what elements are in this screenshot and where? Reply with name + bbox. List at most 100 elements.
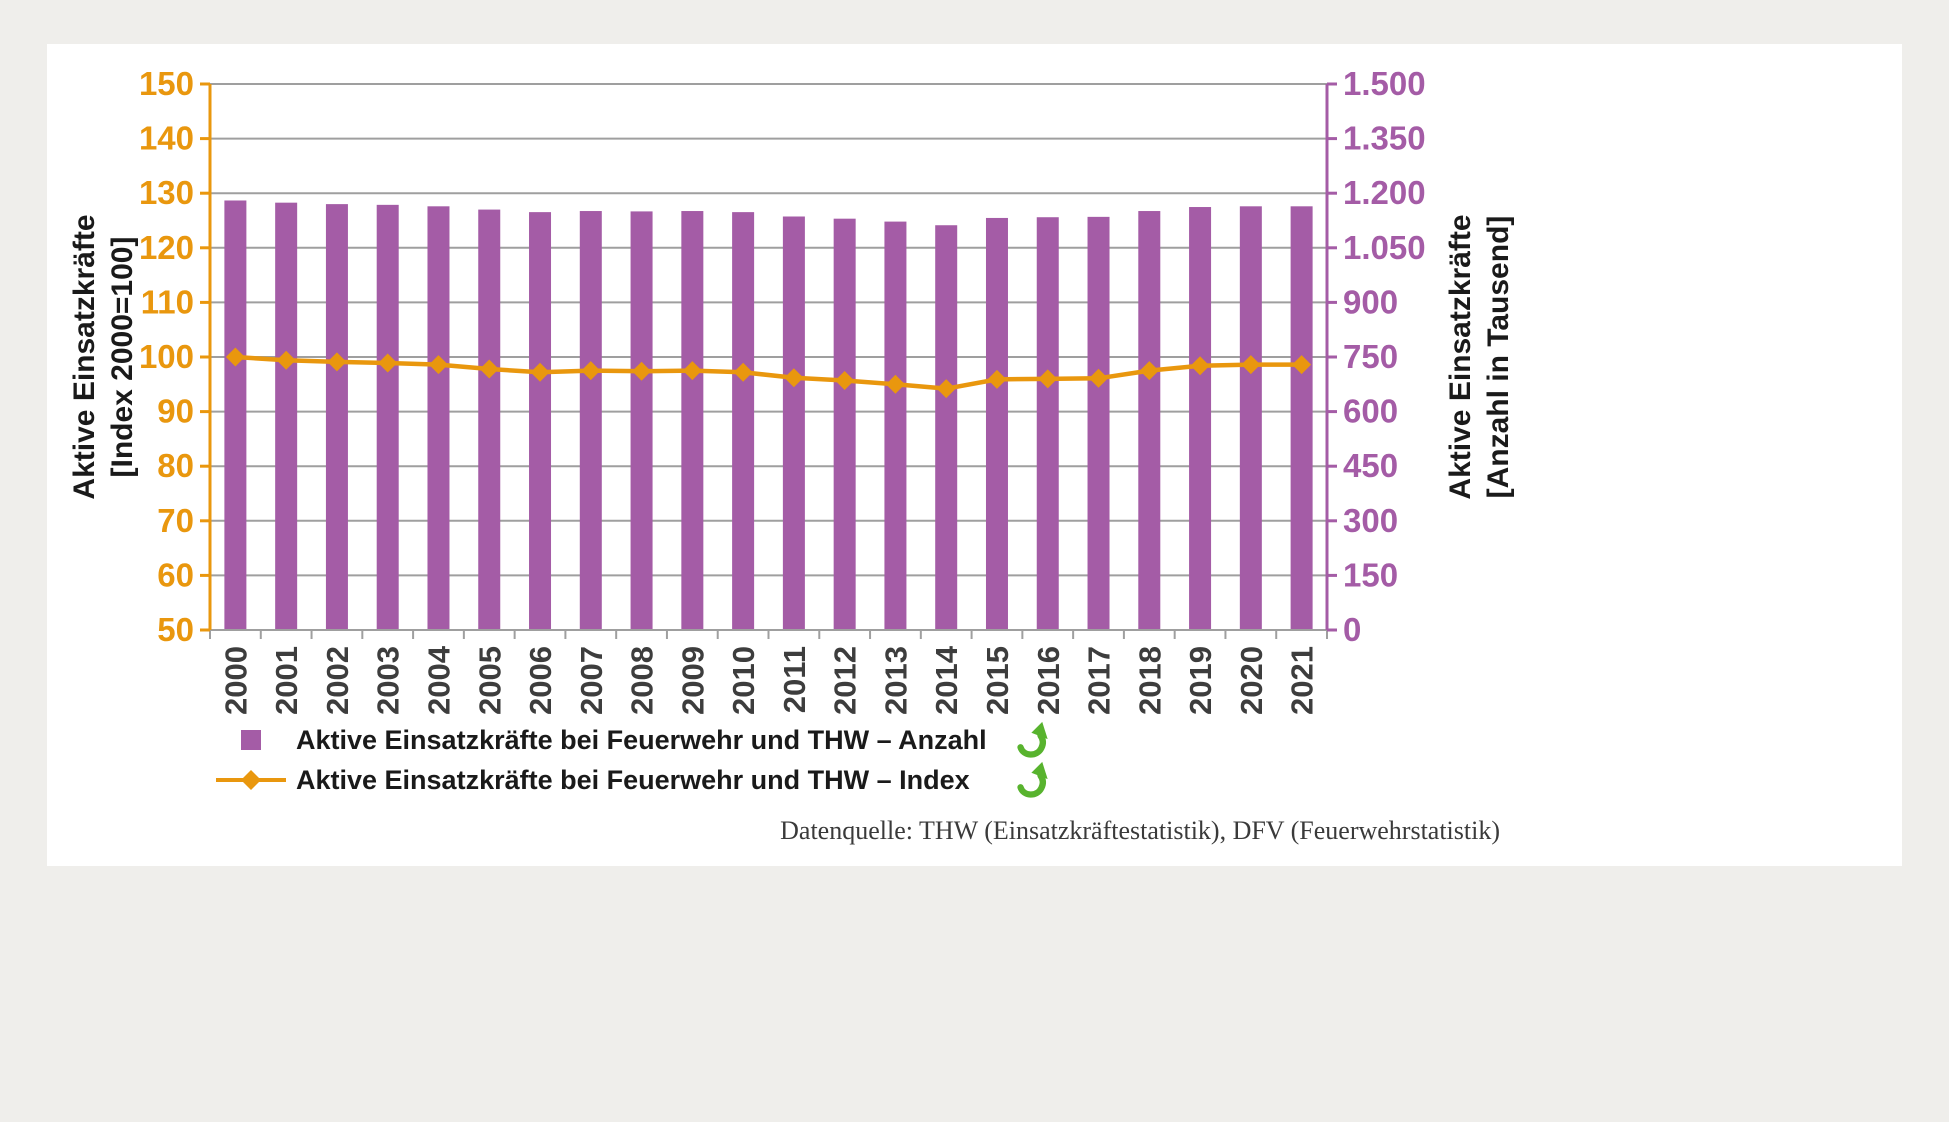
index-marker-2017: [1089, 368, 1109, 388]
right-tick-label-1500: 1.500: [1343, 65, 1426, 102]
left-tick-label-120: 120: [139, 229, 194, 266]
bar-2006: [529, 212, 552, 631]
right-tick-label-1350: 1.350: [1343, 120, 1426, 157]
left-tick-label-80: 80: [157, 447, 194, 484]
index-marker-2000: [225, 347, 245, 367]
x-label-2012: 2012: [828, 646, 863, 715]
bar-2001: [275, 202, 298, 630]
bar-2003: [376, 204, 399, 630]
right-tick-label-450: 450: [1343, 447, 1398, 484]
bar-2005: [478, 209, 501, 630]
left-tick-label-60: 60: [157, 556, 194, 593]
index-marker-2004: [428, 355, 448, 375]
index-marker-2009: [682, 361, 702, 381]
x-label-2005: 2005: [472, 646, 507, 715]
right-tick-label-0: 0: [1343, 611, 1361, 648]
right-tick-label-1200: 1.200: [1343, 174, 1426, 211]
x-label-2021: 2021: [1285, 646, 1320, 715]
x-label-2011: 2011: [777, 646, 812, 713]
bar-2014: [935, 225, 958, 630]
right-tick-label-1050: 1.050: [1343, 229, 1426, 266]
index-marker-2006: [530, 362, 550, 382]
index-marker-2013: [885, 374, 905, 394]
trend-up-icon: [1016, 721, 1048, 758]
x-label-2004: 2004: [421, 645, 456, 715]
x-label-2016: 2016: [1031, 646, 1066, 715]
trend-up-icon: [1016, 761, 1048, 798]
bar-2012: [833, 218, 856, 630]
bar-2007: [579, 211, 602, 630]
index-marker-2018: [1139, 361, 1159, 381]
bar-series-marker-icon: [241, 730, 261, 750]
left-tick-label-110: 110: [141, 283, 194, 320]
legend-marker-box-anzahl: [212, 730, 290, 750]
right-axis-title-line1: Aktive Einsatzkräfte: [1444, 214, 1477, 500]
index-marker-2007: [581, 361, 601, 381]
bar-2004: [427, 206, 450, 630]
index-marker-2002: [327, 352, 347, 372]
left-tick-label-100: 100: [139, 338, 194, 375]
x-label-2017: 2017: [1082, 646, 1117, 715]
chart-plot: 50 60 70 80 90 100 110 120 130 140 150 0 150 300 450 60…: [139, 65, 1426, 715]
index-marker-2001: [276, 350, 296, 370]
x-label-2000: 2000: [218, 646, 253, 715]
left-tick-label-150: 150: [139, 65, 194, 102]
x-label-2003: 2003: [371, 646, 406, 715]
bar-2015: [985, 217, 1008, 630]
right-tick-label-150: 150: [1343, 556, 1398, 593]
index-line: [235, 354, 1302, 391]
legend-label-index: Aktive Einsatzkräfte bei Feuerwehr und T…: [296, 764, 970, 795]
index-marker-2003: [378, 353, 398, 373]
bar-2017: [1087, 216, 1110, 631]
index-marker-2019: [1190, 356, 1210, 376]
bar-2008: [630, 211, 653, 630]
x-label-2002: 2002: [320, 646, 355, 715]
x-label-2006: 2006: [523, 646, 558, 715]
legend-marker-box-index: [212, 769, 290, 791]
bar-2019: [1189, 207, 1212, 631]
bar-2011: [782, 216, 805, 630]
right-axis-title: Aktive Einsatzkräfte [Anzahl in Tausend]: [1441, 77, 1519, 637]
bar-2000: [224, 200, 247, 631]
index-marker-2021: [1292, 355, 1312, 375]
bar-2009: [681, 211, 704, 630]
index-marker-2012: [835, 370, 855, 390]
bar-2010: [732, 212, 755, 631]
left-tick-label-70: 70: [157, 502, 194, 539]
x-label-2020: 2020: [1234, 646, 1269, 715]
bar-2016: [1036, 217, 1059, 630]
x-label-2015: 2015: [980, 646, 1015, 715]
right-tick-label-300: 300: [1343, 502, 1398, 539]
x-label-2014: 2014: [929, 645, 964, 715]
x-label-2001: 2001: [269, 646, 304, 715]
x-label-2009: 2009: [675, 646, 710, 715]
right-axis-title-line2: [Anzahl in Tausend]: [1482, 215, 1515, 499]
bar-2020: [1239, 206, 1262, 630]
chart-card: 50 60 70 80 90 100 110 120 130 140 150 0 150 300 450 60…: [47, 44, 1902, 866]
bar-2013: [884, 221, 907, 631]
x-label-2013: 2013: [878, 646, 913, 715]
index-marker-2015: [987, 369, 1007, 389]
right-tick-label-600: 600: [1343, 393, 1398, 430]
left-axis-title: Aktive Einsatzkräfte [Index 2000=100]: [65, 77, 143, 637]
bar-2018: [1138, 211, 1161, 630]
index-marker-2014: [936, 379, 956, 399]
index-marker-2011: [784, 368, 804, 388]
index-marker-2016: [1038, 369, 1058, 389]
left-axis-title-line2: [Index 2000=100]: [106, 236, 139, 478]
left-tick-label-50: 50: [157, 611, 194, 648]
right-tick-label-750: 750: [1343, 338, 1398, 375]
index-marker-2020: [1241, 355, 1261, 375]
x-label-2008: 2008: [625, 646, 660, 715]
x-label-2019: 2019: [1183, 646, 1218, 715]
bar-2021: [1290, 206, 1313, 630]
left-axis-title-line1: Aktive Einsatzkräfte: [68, 214, 101, 500]
left-tick-label-140: 140: [139, 120, 194, 157]
line-series-marker-icon: [216, 770, 286, 790]
right-tick-label-900: 900: [1343, 283, 1398, 320]
index-marker-2005: [479, 359, 499, 379]
legend-label-anzahl: Aktive Einsatzkräfte bei Feuerwehr und T…: [296, 724, 987, 755]
index-marker-2010: [733, 362, 753, 382]
x-label-2018: 2018: [1132, 646, 1167, 715]
x-label-2007: 2007: [574, 646, 609, 715]
